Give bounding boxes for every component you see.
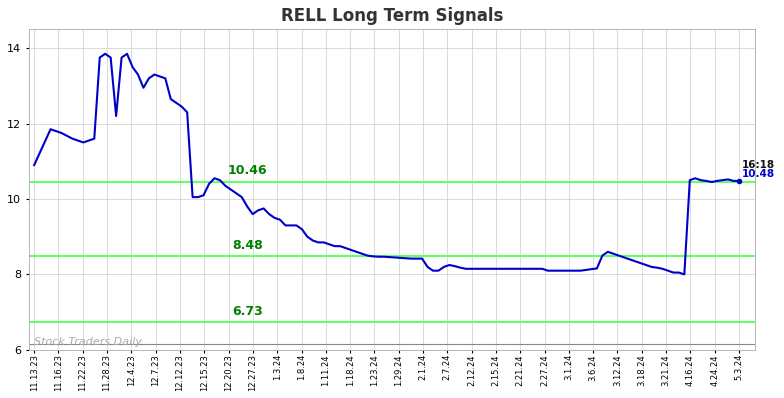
Text: 10.46: 10.46 bbox=[227, 164, 267, 177]
Title: RELL Long Term Signals: RELL Long Term Signals bbox=[281, 7, 503, 25]
Text: 16:18: 16:18 bbox=[742, 160, 775, 170]
Text: Stock Traders Daily: Stock Traders Daily bbox=[34, 337, 142, 347]
Text: 6.73: 6.73 bbox=[232, 305, 263, 318]
Text: 8.48: 8.48 bbox=[232, 239, 263, 252]
Text: 10.48: 10.48 bbox=[742, 169, 775, 179]
